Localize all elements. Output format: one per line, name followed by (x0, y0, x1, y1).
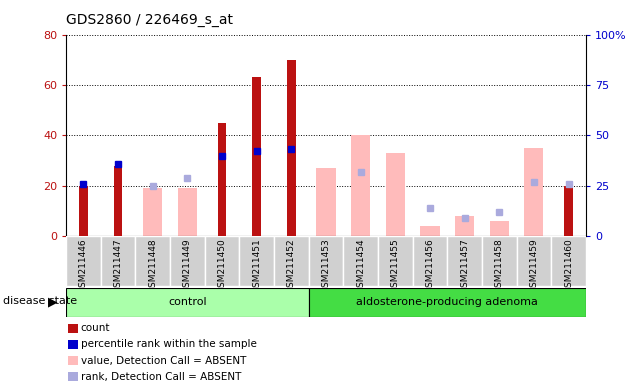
Text: control: control (168, 297, 207, 308)
Bar (517, 236, 551, 286)
Bar (143, 188, 163, 236)
Bar (447, 236, 482, 286)
Text: count: count (81, 323, 110, 333)
Text: GSM211458: GSM211458 (495, 239, 504, 293)
Bar (551, 236, 586, 286)
Text: percentile rank within the sample: percentile rank within the sample (81, 339, 256, 349)
Bar (101, 236, 135, 286)
Text: GSM211451: GSM211451 (252, 239, 261, 293)
Bar (274, 236, 309, 286)
Bar (218, 123, 226, 236)
Bar (114, 166, 122, 236)
Bar (490, 221, 509, 236)
Bar (351, 136, 370, 236)
Text: GSM211460: GSM211460 (564, 239, 573, 293)
Bar (178, 188, 197, 236)
Bar (309, 288, 586, 317)
Bar (135, 236, 170, 286)
Text: GDS2860 / 226469_s_at: GDS2860 / 226469_s_at (66, 13, 233, 27)
Bar (455, 216, 474, 236)
Text: GSM211453: GSM211453 (321, 239, 331, 293)
Text: GSM211450: GSM211450 (217, 239, 227, 293)
Text: disease state: disease state (3, 296, 77, 306)
Bar (253, 78, 261, 236)
Text: GSM211454: GSM211454 (356, 239, 365, 293)
Bar (79, 186, 88, 236)
Text: GSM211447: GSM211447 (113, 239, 123, 293)
Bar (170, 236, 205, 286)
Text: GSM211448: GSM211448 (148, 239, 158, 293)
Bar (378, 236, 413, 286)
Text: aldosterone-producing adenoma: aldosterone-producing adenoma (357, 297, 538, 308)
Bar (287, 60, 295, 236)
Bar (386, 153, 405, 236)
Text: rank, Detection Call = ABSENT: rank, Detection Call = ABSENT (81, 372, 241, 382)
Text: GSM211449: GSM211449 (183, 239, 192, 293)
Text: value, Detection Call = ABSENT: value, Detection Call = ABSENT (81, 356, 246, 366)
Bar (205, 236, 239, 286)
Bar (309, 236, 343, 286)
Text: GSM211455: GSM211455 (391, 239, 400, 293)
Text: GSM211452: GSM211452 (287, 239, 296, 293)
Text: GSM211459: GSM211459 (529, 239, 539, 293)
Bar (420, 226, 440, 236)
Bar (524, 148, 544, 236)
Bar (316, 168, 336, 236)
Bar (66, 236, 101, 286)
Bar (239, 236, 274, 286)
Bar (66, 288, 309, 317)
Bar (482, 236, 517, 286)
Text: GSM211456: GSM211456 (425, 239, 435, 293)
Bar (564, 186, 573, 236)
Text: ▶: ▶ (49, 295, 58, 308)
Text: GSM211457: GSM211457 (460, 239, 469, 293)
Bar (413, 236, 447, 286)
Text: GSM211446: GSM211446 (79, 239, 88, 293)
Bar (343, 236, 378, 286)
